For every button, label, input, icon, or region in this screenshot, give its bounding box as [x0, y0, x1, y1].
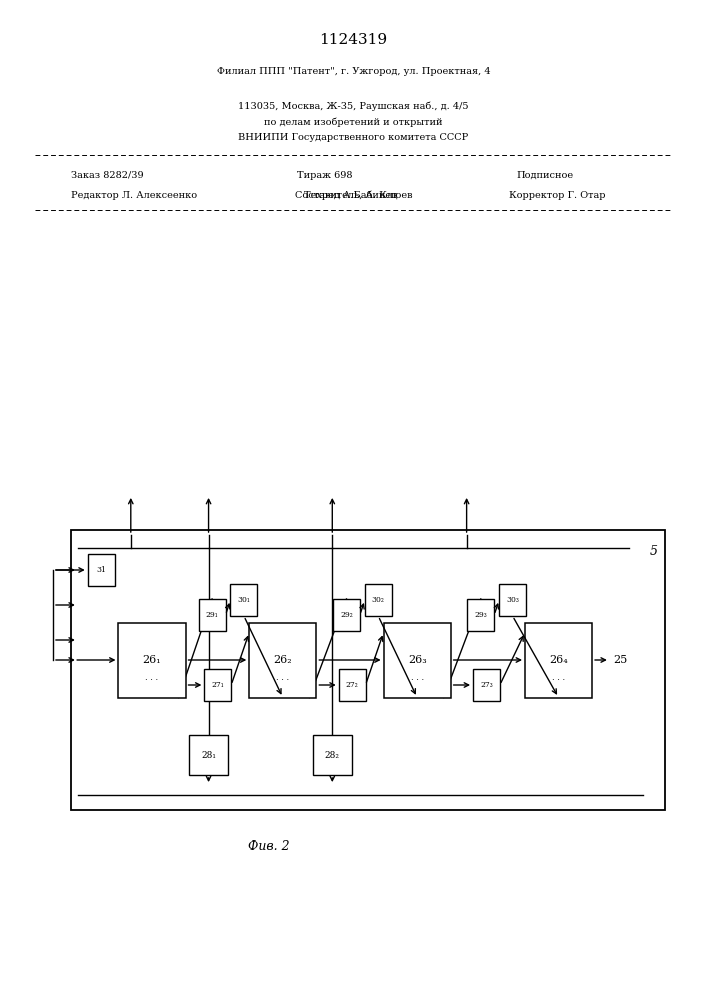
- Bar: [204, 669, 231, 701]
- Text: 26₄: 26₄: [549, 655, 568, 665]
- Bar: [365, 584, 392, 616]
- Text: по делам изобретений и открытий: по делам изобретений и открытий: [264, 117, 443, 127]
- Text: . . .: . . .: [552, 674, 565, 682]
- Bar: [118, 622, 185, 698]
- Text: ВНИИПИ Государственного комитета СССР: ВНИИПИ Государственного комитета СССР: [238, 133, 469, 142]
- Text: 26₃: 26₃: [408, 655, 426, 665]
- Text: Заказ 8282/39: Заказ 8282/39: [71, 170, 144, 180]
- Text: 26₂: 26₂: [274, 655, 292, 665]
- Bar: [473, 669, 500, 701]
- Bar: [525, 622, 592, 698]
- Text: 29₁: 29₁: [206, 611, 218, 619]
- Text: 30₂: 30₂: [372, 596, 385, 604]
- Text: Техред А.Бабинец: Техред А.Бабинец: [304, 190, 397, 200]
- Text: Фив. 2: Фив. 2: [248, 840, 289, 853]
- Bar: [88, 554, 115, 586]
- Text: 29₂: 29₂: [340, 611, 353, 619]
- Text: 28₁: 28₁: [201, 750, 216, 760]
- Text: 113035, Москва, Ж-35, Раушская наб., д. 4/5: 113035, Москва, Ж-35, Раушская наб., д. …: [238, 101, 469, 111]
- Bar: [199, 599, 226, 631]
- Bar: [312, 735, 351, 775]
- Text: 26₁: 26₁: [143, 655, 161, 665]
- Bar: [339, 669, 366, 701]
- Text: 30₁: 30₁: [238, 596, 250, 604]
- Text: 27₃: 27₃: [480, 681, 493, 689]
- Bar: [333, 599, 360, 631]
- Text: 27₁: 27₁: [211, 681, 224, 689]
- Text: . . .: . . .: [411, 674, 423, 682]
- Text: Тираж 698: Тираж 698: [298, 170, 353, 180]
- Text: . . .: . . .: [276, 674, 289, 682]
- Text: Редактор Л. Алексеенко: Редактор Л. Алексеенко: [71, 190, 197, 200]
- Text: Филиал ППП "Патент", г. Ужгород, ул. Проектная, 4: Филиал ППП "Патент", г. Ужгород, ул. Про…: [216, 68, 491, 77]
- Text: 1124319: 1124319: [320, 33, 387, 47]
- Bar: [467, 599, 494, 631]
- Text: 31: 31: [96, 566, 106, 574]
- Bar: [384, 622, 451, 698]
- Text: 29₃: 29₃: [474, 611, 487, 619]
- Bar: [230, 584, 257, 616]
- Text: Подписное: Подписное: [516, 170, 573, 180]
- Text: Составитель, А. Клюев: Составитель, А. Клюев: [295, 190, 412, 200]
- Text: 30₃: 30₃: [506, 596, 519, 604]
- Text: 5: 5: [650, 545, 658, 558]
- Bar: [71, 530, 665, 810]
- Bar: [250, 622, 317, 698]
- Text: 28₂: 28₂: [325, 750, 340, 760]
- Text: Корректор Г. Отар: Корректор Г. Отар: [509, 190, 605, 200]
- Text: . . .: . . .: [146, 674, 158, 682]
- Bar: [189, 735, 228, 775]
- Bar: [499, 584, 526, 616]
- Text: 25: 25: [614, 655, 628, 665]
- Text: 27₂: 27₂: [346, 681, 358, 689]
